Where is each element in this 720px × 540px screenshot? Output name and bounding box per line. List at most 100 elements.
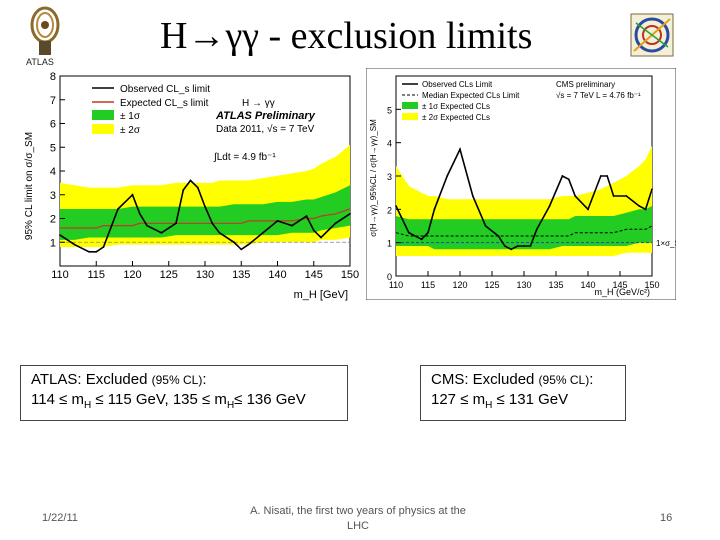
cms-observed-point: [407, 231, 410, 234]
atlas-observed-point: [320, 236, 322, 239]
atlas-observed-point: [211, 222, 214, 225]
cms-observed-point: [516, 245, 519, 247]
atlas-legend-band2-swatch: [92, 124, 114, 134]
cms-observed-point: [612, 195, 615, 197]
atlas-observed-point: [349, 212, 351, 215]
atlas-legend-experiment: ATLAS Preliminary: [215, 110, 316, 122]
cms-observed-point: [574, 195, 577, 197]
atlas-observed-point: [247, 243, 250, 246]
cms-y-tick-label: 1: [387, 239, 392, 249]
cms-limit-plot: 110 115 120 125 130 135 140 145 150 0 1 2 3 4 5 σ(H→γγ…: [366, 68, 676, 300]
cms-y-tick-label: 3: [387, 172, 392, 182]
cms-logo: [630, 13, 674, 57]
cms-observed-point: [561, 175, 564, 177]
atlas-legend-observed: Observed CL_s limit: [120, 84, 210, 95]
atlas-exclusion-box: ATLAS: Excluded (95% CL): 114 ≤ mH ≤ 115…: [20, 365, 348, 421]
atlas-limit-plot: 110 115 120 125 130 135 140 145 150 1 2 3 4 5 6 7 8 95% …: [24, 71, 359, 301]
footer-page-number: 16: [660, 512, 673, 524]
atlas-legend-dataset: Data 2011, √s = 7 TeV: [216, 123, 315, 135]
atlas-observed-point: [59, 234, 61, 237]
atlas-logo-text: ATLAS: [26, 57, 54, 67]
cms-y-tick-label: 4: [387, 139, 392, 149]
atlas-observed-point: [138, 212, 141, 215]
cms-observed-point: [625, 195, 628, 197]
cms-x-tick-label: 130: [516, 280, 531, 290]
cms-sm-label: 1×σ_SM: [656, 239, 676, 248]
atlas-observed-point: [218, 231, 221, 234]
cms-x-tick-label: 120: [452, 280, 467, 290]
atlas-observed-point: [262, 231, 264, 234]
cms-exclusion-heading: CMS: Excluded (95% CL):: [431, 371, 594, 388]
atlas-x-tick-label: 140: [268, 269, 286, 281]
cms-observed-point: [587, 208, 589, 211]
atlas-x-tick-label: 130: [196, 269, 214, 281]
atlas-observed-point: [240, 248, 243, 251]
atlas-observed-point: [276, 219, 279, 222]
atlas-observed-point: [204, 205, 206, 208]
atlas-x-tick-label: 115: [87, 269, 105, 281]
cms-legend-energy: √s = 7 TeV L = 4.76 fb⁻¹: [556, 91, 641, 100]
atlas-y-tick-label: 1: [50, 237, 56, 249]
cms-y-tick-label: 5: [387, 105, 392, 115]
cms-legend-expected: Median Expected CLs Limit: [422, 91, 520, 100]
cms-x-tick-label: 140: [580, 280, 595, 290]
atlas-observed-point: [88, 250, 90, 253]
atlas-observed-point: [305, 215, 308, 218]
atlas-x-tick-label: 150: [341, 269, 359, 281]
cms-observed-point: [497, 235, 500, 237]
atlas-observed-point: [291, 224, 293, 227]
cms-x-tick-label: 150: [644, 280, 659, 290]
atlas-x-tick-label: 110: [51, 269, 69, 281]
cms-observed-point: [606, 175, 609, 177]
atlas-observed-point: [102, 246, 105, 248]
atlas-x-tick-label: 125: [160, 269, 178, 281]
atlas-x-tick-label: 135: [232, 269, 250, 281]
atlas-y-tick-label: 2: [50, 214, 56, 226]
cms-legend-band2-swatch: [402, 113, 418, 120]
cms-legend-band2: ± 2σ Expected CLs: [422, 113, 490, 122]
atlas-y-tick-label: 7: [50, 95, 56, 107]
atlas-legend-band2: ± 2σ: [120, 125, 141, 136]
cms-x-axis-label: m_H (GeV/c²): [594, 287, 650, 297]
atlas-x-axis-label: m_H [GeV]: [294, 289, 348, 301]
atlas-observed-point: [189, 179, 192, 182]
atlas-logo: [30, 6, 60, 55]
cms-exclusion-box: CMS: Excluded (95% CL): 127 ≤ mH ≤ 131 G…: [420, 365, 626, 421]
slide-title: H→γγ - exclusion limits: [160, 15, 533, 57]
atlas-legend-channel: H → γγ: [242, 98, 275, 109]
cms-observed-point: [484, 225, 487, 227]
cms-y-axis-label: σ(H→γγ)_95%CL / σ(H→γγ)_SM: [369, 119, 378, 237]
atlas-x-tick-label: 145: [305, 269, 323, 281]
cms-observed-line: [395, 147, 653, 251]
atlas-y-tick-label: 4: [50, 166, 56, 178]
cms-y-tick-label: 0: [387, 272, 392, 282]
cms-observed-point: [503, 245, 506, 247]
atlas-observed-point: [196, 186, 199, 189]
atlas-observed-point: [117, 208, 119, 210]
atlas-expected-line: [60, 208, 351, 229]
cms-observed-point: [427, 231, 429, 234]
atlas-exclusion-range: 114 ≤ mH ≤ 115 GeV, 135 ≤ mH≤ 136 GeV: [31, 391, 306, 411]
cms-y-tick-label: 2: [387, 205, 392, 215]
cms-legend-prelim: CMS preliminary: [556, 80, 615, 89]
cms-x-tick-label: 135: [548, 280, 563, 290]
atlas-legend: Observed CL_s limit Expected CL_s limit …: [92, 84, 316, 163]
cms-x-tick-label: 115: [421, 280, 435, 290]
cms-x-tick-label: 145: [612, 280, 627, 290]
atlas-x-tick-label: 120: [123, 269, 141, 281]
cms-exclusion-range: 127 ≤ mH ≤ 131 GeV: [431, 391, 569, 411]
cms-observed-point: [599, 175, 602, 177]
cms-band-1sigma: [396, 206, 652, 250]
atlas-legend-lumi: ∫Ldt = 4.9 fb⁻¹: [213, 152, 276, 163]
cms-observed-point: [395, 205, 397, 207]
cms-observed-point: [529, 245, 532, 247]
footer-author: A. Nisati, the first two years of physic…: [250, 505, 466, 532]
cms-observed-point: [638, 205, 641, 207]
footer-date: 1/22/11: [42, 512, 78, 524]
atlas-observed-point: [312, 229, 315, 232]
cms-legend-band1: ± 1σ Expected CLs: [422, 102, 490, 111]
atlas-y-tick-label: 8: [50, 71, 56, 83]
atlas-observed-point: [73, 243, 76, 246]
cms-expected-line: [395, 225, 653, 237]
cms-legend-observed: Observed CLs Limit: [422, 80, 493, 89]
